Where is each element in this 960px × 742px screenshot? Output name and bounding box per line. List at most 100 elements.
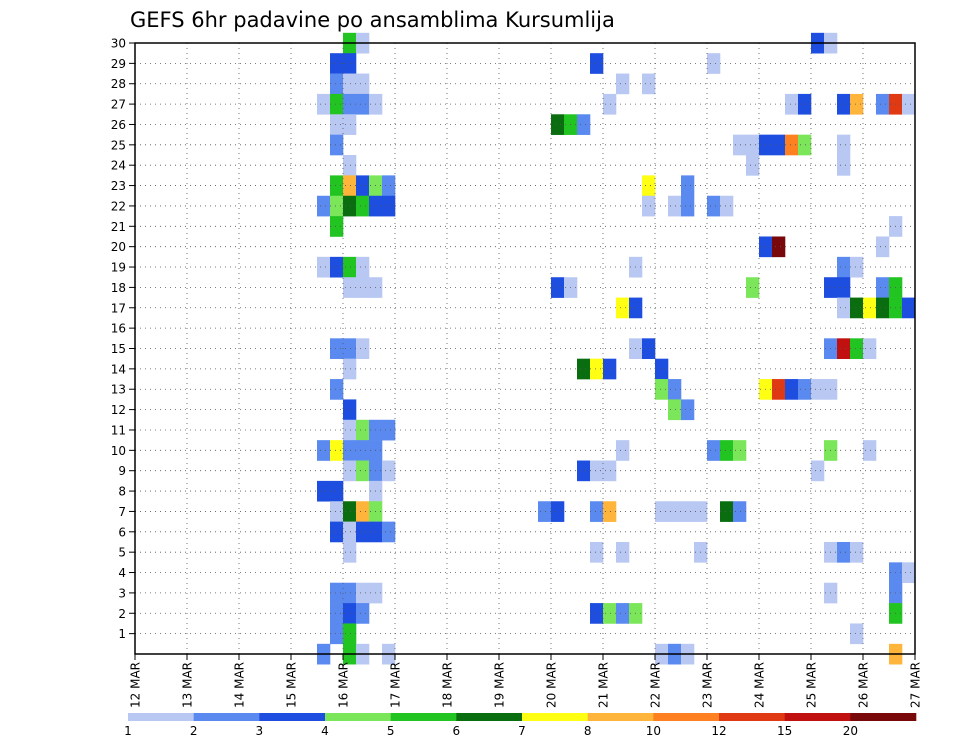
heatmap-cell xyxy=(681,501,695,522)
y-tick-label: 20 xyxy=(111,240,126,254)
heatmap-cell xyxy=(902,562,916,584)
colorbar-swatch xyxy=(128,713,194,721)
x-tick-label: 26 MAR xyxy=(857,662,871,708)
y-tick-label: 26 xyxy=(111,118,126,132)
heatmap-cell xyxy=(330,256,344,278)
heatmap-cell xyxy=(343,623,357,645)
x-tick-label: 13 MAR xyxy=(181,662,195,708)
heatmap-cell xyxy=(603,93,617,115)
x-tick-label: 12 MAR xyxy=(129,662,143,708)
heatmap-cell xyxy=(837,155,851,176)
colorbar-swatch xyxy=(522,713,588,721)
heatmap-cell xyxy=(343,256,357,278)
heatmap-cell xyxy=(616,541,630,563)
heatmap-cell xyxy=(668,399,682,421)
heatmap-cell xyxy=(330,53,344,74)
y-tick-label: 24 xyxy=(111,159,126,173)
heatmap-cell xyxy=(356,501,370,522)
heatmap-cell xyxy=(343,114,357,135)
heatmap-cell xyxy=(356,419,370,441)
heatmap-cell xyxy=(798,134,812,156)
y-tick-label: 4 xyxy=(118,566,126,580)
heatmap-cell xyxy=(343,440,357,461)
heatmap-cell xyxy=(837,277,851,298)
heatmap-cell xyxy=(330,440,344,461)
heatmap-cell xyxy=(343,277,357,298)
heatmap-cell xyxy=(876,93,890,115)
heatmap-cell xyxy=(616,297,630,319)
heatmap-cell xyxy=(863,440,877,461)
heatmap-cell xyxy=(356,73,370,95)
y-tick-label: 23 xyxy=(111,179,126,193)
heatmap-cell xyxy=(343,501,357,522)
y-tick-label: 15 xyxy=(111,342,126,356)
y-tick-label: 22 xyxy=(111,199,126,213)
heatmap-cell xyxy=(798,93,812,115)
heatmap-cell xyxy=(863,297,877,319)
heatmap-cell xyxy=(317,440,331,461)
x-tick-label: 22 MAR xyxy=(649,662,663,708)
heatmap-cell xyxy=(837,297,851,319)
heatmap-cell xyxy=(330,480,344,502)
y-tick-label: 9 xyxy=(118,464,126,478)
colorbar-label: 10 xyxy=(646,724,661,738)
heatmap-cell xyxy=(317,195,331,217)
heatmap-cell xyxy=(603,358,617,380)
y-tick-label: 14 xyxy=(111,362,126,376)
heatmap-cell xyxy=(330,73,344,95)
heatmap-cell xyxy=(317,93,331,115)
heatmap-cell xyxy=(616,73,630,95)
heatmap-cell xyxy=(772,379,786,400)
colorbar-swatch xyxy=(850,713,917,721)
heatmap-cell xyxy=(707,195,721,217)
x-tick-label: 16 MAR xyxy=(337,662,351,708)
chart-title: GEFS 6hr padavine po ansamblima Kursumli… xyxy=(130,8,615,32)
heatmap-cell xyxy=(356,256,370,278)
heatmap-cell xyxy=(850,297,864,319)
heatmap-cell xyxy=(642,338,656,359)
heatmap-cell xyxy=(603,460,617,482)
heatmap-cell xyxy=(902,93,916,115)
heatmap-cell xyxy=(681,175,695,197)
y-tick-label: 10 xyxy=(111,444,126,458)
heatmap-cell xyxy=(850,93,864,115)
y-tick-label: 6 xyxy=(118,525,126,539)
colorbar-swatch xyxy=(653,713,720,721)
heatmap-cell xyxy=(317,256,331,278)
heatmap-cell xyxy=(720,440,734,461)
heatmap-cell xyxy=(330,338,344,359)
heatmap-cell xyxy=(902,297,916,319)
y-tick-label: 18 xyxy=(111,281,126,295)
heatmap-cell xyxy=(616,603,630,624)
heatmap-cell xyxy=(785,134,799,156)
colorbar-swatch xyxy=(456,713,523,721)
heatmap-cell xyxy=(330,114,344,135)
heatmap-cell xyxy=(330,134,344,156)
heatmap-cell xyxy=(642,175,656,197)
heatmap-cell xyxy=(330,603,344,624)
heatmap-cell xyxy=(343,93,357,115)
heatmap-cell xyxy=(746,277,760,298)
heatmap-cell xyxy=(330,501,344,522)
heatmap-cell xyxy=(837,134,851,156)
heatmap-cell xyxy=(681,399,695,421)
heatmap-cell xyxy=(642,195,656,217)
x-tick-label: 15 MAR xyxy=(285,662,299,708)
heatmap-cells xyxy=(317,32,916,665)
x-tick-label: 27 MAR xyxy=(909,662,923,708)
colorbar-swatch xyxy=(587,713,654,721)
colorbar-swatch xyxy=(193,713,260,721)
y-tick-label: 11 xyxy=(111,423,126,437)
y-tick-label: 25 xyxy=(111,138,126,152)
heatmap-cell xyxy=(590,460,604,482)
heatmap-cell xyxy=(343,358,357,380)
y-tick-label: 16 xyxy=(111,322,126,336)
heatmap-cell xyxy=(785,379,799,400)
heatmap-cell xyxy=(382,419,396,441)
heatmap-cell xyxy=(733,134,747,156)
heatmap-cell xyxy=(343,582,357,604)
heatmap-cell xyxy=(382,195,396,217)
heatmap-cell xyxy=(551,114,565,135)
heatmap-cell xyxy=(356,521,370,543)
